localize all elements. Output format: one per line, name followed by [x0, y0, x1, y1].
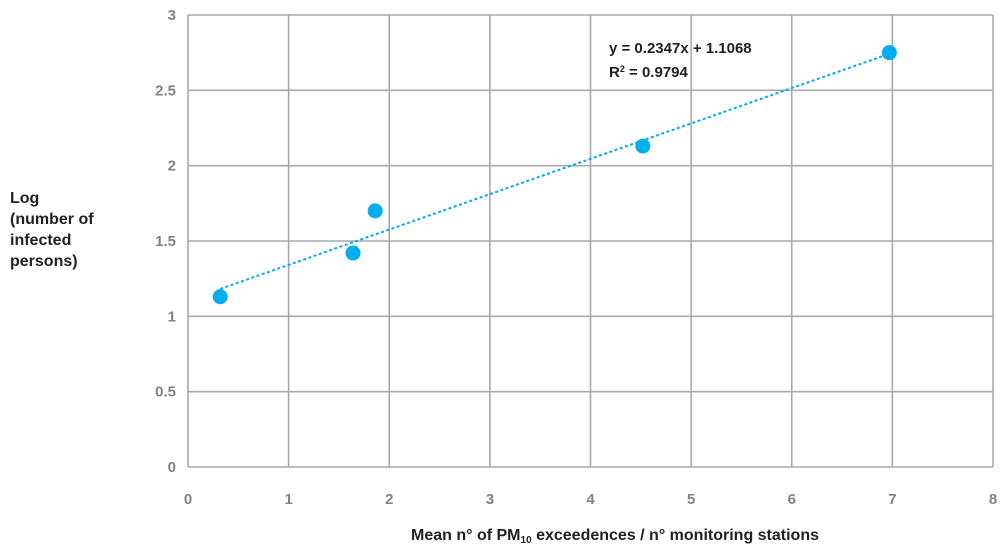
- x-tick-label: 3: [486, 491, 494, 508]
- y-axis-label-line: infected: [10, 232, 72, 249]
- r-squared-line: R2 = 0.9794: [609, 59, 752, 83]
- y-axis-label: Log (number of infected persons): [10, 188, 150, 272]
- data-point: [345, 245, 361, 261]
- y-tick-label: 1.5: [155, 233, 176, 250]
- y-tick-label: 2: [168, 158, 176, 175]
- r-squared-value: = 0.9794: [624, 64, 688, 81]
- trendline-group: [219, 52, 890, 290]
- equation-line: y = 0.2347x + 1.1068: [609, 40, 752, 57]
- y-axis-label-line: Log: [10, 190, 40, 207]
- y-tick-label: 0.5: [155, 384, 176, 401]
- y-tick-label: 1: [168, 308, 176, 325]
- trendline-equation: y = 0.2347x + 1.1068 R2 = 0.9794: [609, 38, 752, 83]
- data-points: [212, 45, 897, 305]
- x-tick-labels: 0 1 2 3 4 5 6 7 8: [184, 491, 997, 508]
- y-axis-label-line: (number of: [10, 211, 94, 228]
- y-tick-label: 3: [168, 7, 176, 24]
- x-tick-label: 8: [989, 491, 997, 508]
- y-tick-label: 0: [168, 459, 176, 476]
- grid: [187, 14, 994, 468]
- r-squared-superscript: 2: [619, 64, 625, 74]
- x-tick-label: 5: [687, 491, 695, 508]
- data-point: [635, 138, 651, 154]
- x-tick-label: 0: [184, 491, 192, 508]
- x-axis-label-subscript: 10: [520, 535, 532, 546]
- y-axis-label-line: persons): [10, 253, 78, 270]
- x-tick-label: 4: [586, 491, 595, 508]
- x-axis-label: Mean n° of PM10 exceedences / n° monitor…: [300, 527, 930, 546]
- y-tick-label: 2.5: [155, 82, 176, 99]
- r-squared-prefix: R: [609, 64, 620, 81]
- x-axis-label-text-end: exceedences / n° monitoring stations: [531, 527, 819, 544]
- data-point: [881, 45, 897, 61]
- x-tick-label: 7: [888, 491, 896, 508]
- data-point: [367, 203, 383, 219]
- x-tick-label: 1: [284, 491, 292, 508]
- data-point: [212, 289, 228, 305]
- x-tick-label: 2: [385, 491, 393, 508]
- x-axis-label-text: Mean n° of PM: [411, 527, 521, 544]
- trendline: [219, 52, 890, 290]
- x-tick-label: 6: [788, 491, 796, 508]
- y-tick-labels: 0 0.5 1 1.5 2 2.5 3: [155, 7, 176, 476]
